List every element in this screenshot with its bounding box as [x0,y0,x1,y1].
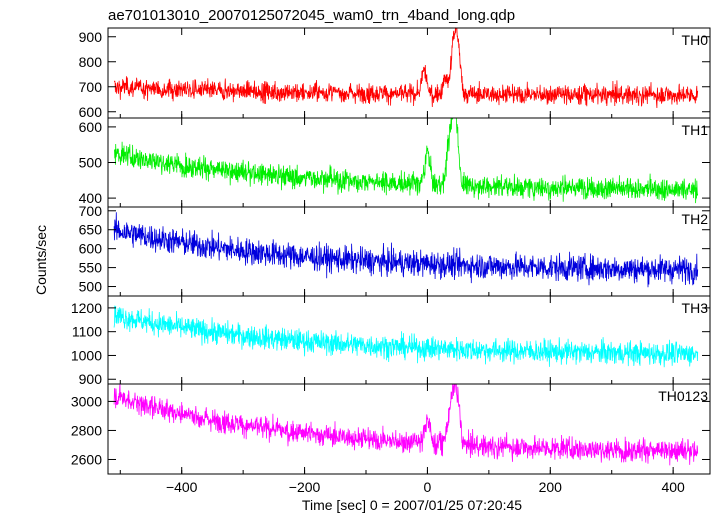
series-line-th0 [113,27,699,109]
y-tick-label: 550 [79,260,103,276]
x-tick-label: −200 [289,479,321,495]
series-label-th0123: TH0123 [658,388,708,404]
series-label-th1: TH1 [682,122,709,138]
panel-th0: 600 700 800 900 TH0 [79,27,711,120]
y-tick-label: 900 [79,371,103,387]
y-tick-label: 400 [79,190,103,206]
x-tick-label: 0 [424,479,432,495]
series-line-th2 [113,212,699,288]
y-tick-label: 700 [79,203,103,219]
y-tick-label: 1100 [72,324,102,340]
panel-th0123: 2600 2800 3000 TH0123 [71,383,711,475]
series-line-th3 [113,305,699,368]
y-tick-label: 3000 [71,393,102,409]
series-line-th0123 [113,383,699,466]
y-tick-label: 500 [79,155,103,171]
y-tick-label: 700 [79,79,103,95]
y-tick-label: 2800 [71,422,102,438]
y-tick-label: 600 [79,104,103,120]
x-axis-label: Time [sec] 0 = 2007/01/25 07:20:45 [302,497,522,513]
series-label-th0: TH0 [682,32,709,48]
y-axis-label: Counts/sec [33,225,49,295]
y-tick-label: 1200 [71,300,102,316]
x-tick-label: 200 [539,479,563,495]
panel-th3: 900 1000 1100 1200 TH3 [71,295,711,387]
y-tick-label: 500 [79,279,103,295]
x-tick-label: −400 [166,479,198,495]
x-tick-label: 400 [661,479,685,495]
y-tick-label: 800 [79,54,103,70]
y-tick-label: 2600 [71,451,102,467]
panel-frame [107,383,711,475]
panels-group: 600 700 800 900 TH0 400 500 600 TH1 500 550 600 650 7… [71,27,711,495]
series-label-th2: TH2 [682,211,709,227]
panel-th1: 400 500 600 TH1 [79,117,711,208]
panel-th2: 500 550 600 650 700 TH2 [79,203,711,297]
series-line-th1 [114,117,699,204]
series-label-th3: TH3 [682,300,709,316]
y-tick-label: 650 [79,222,103,238]
chart-title: ae701013010_20070125072045_wam0_trn_4ban… [108,7,515,24]
y-tick-label: 600 [79,241,103,257]
panel-frame [107,27,711,119]
y-tick-label: 1000 [71,347,102,363]
y-tick-label: 900 [79,29,103,45]
y-tick-label: 600 [79,119,103,135]
panel-frame [107,295,711,385]
